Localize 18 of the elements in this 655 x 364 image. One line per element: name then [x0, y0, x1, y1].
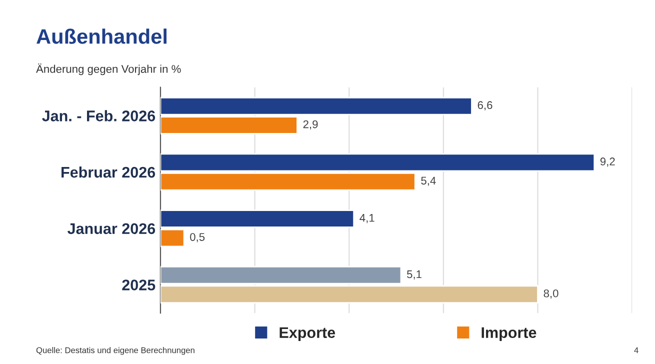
data-label: 5,1	[406, 270, 422, 280]
data-label: 9,2	[600, 158, 615, 167]
data-label: 2,9	[303, 120, 318, 130]
y-tick-label: Jan. - Feb. 2026	[42, 110, 156, 122]
text: 4	[634, 347, 638, 354]
source-note: Quelle: Destatis und eigene Berechnungen	[36, 347, 194, 355]
data-label: 6,6	[478, 101, 492, 110]
y-tick-label: Januar 2026	[68, 223, 156, 234]
data-label: 5,4	[421, 176, 436, 186]
chart-title: Außenhandel	[36, 28, 166, 44]
data-label: 0,5	[190, 233, 205, 242]
y-tick-label: 2025	[122, 280, 156, 290]
y-tick-label: Februar 2026	[62, 166, 156, 178]
data-label: 8,0	[544, 289, 558, 299]
chart-subtitle: Änderung gegen Vorjahr in %	[36, 64, 181, 76]
data-label: 4,1	[360, 214, 374, 224]
legend-label: Importe	[482, 327, 536, 342]
legend-label: Exporte	[280, 327, 336, 342]
